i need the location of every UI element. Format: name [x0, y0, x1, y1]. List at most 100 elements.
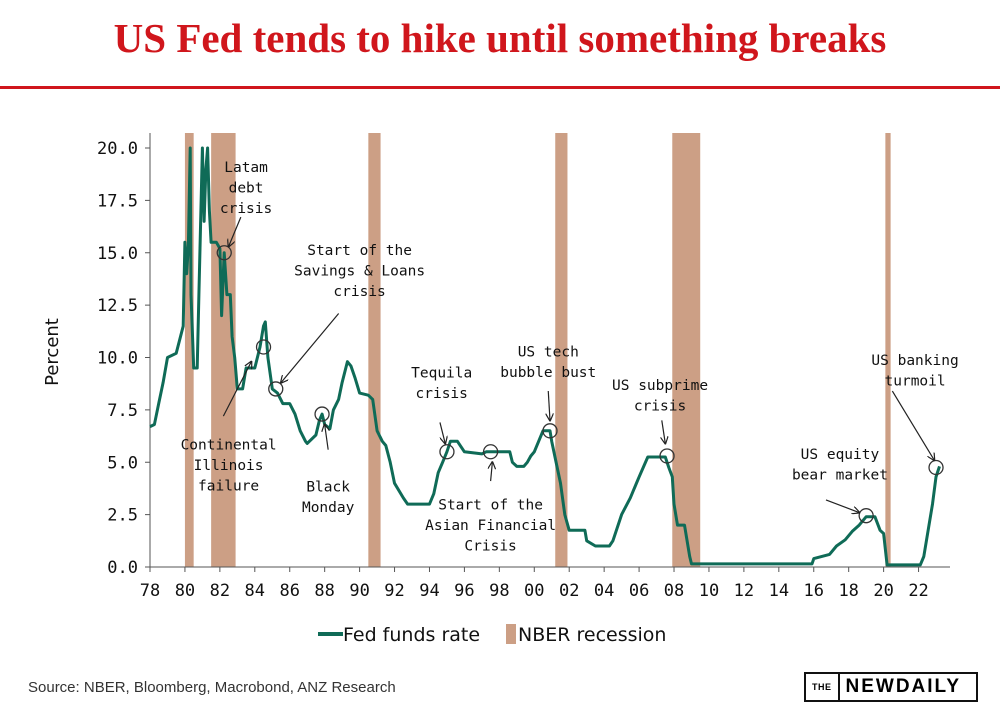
annotation-line: Continental [181, 438, 277, 454]
y-axis-label: Percent [42, 318, 63, 386]
chart-title: US Fed tends to hike until something bre… [113, 15, 887, 61]
x-tick-label: 08 [664, 581, 684, 601]
x-tick-label: 82 [210, 581, 230, 601]
y-tick-label: 12.5 [97, 296, 138, 316]
annotation-arrow [439, 422, 445, 443]
x-tick-label: 22 [908, 581, 928, 601]
annotation-line: crisis [634, 398, 686, 414]
annotation-arrow [281, 313, 340, 383]
annotation-line: bear market [792, 468, 888, 484]
event-marker [928, 459, 944, 476]
event-marker [858, 508, 874, 524]
y-tick-label: 7.5 [107, 401, 138, 421]
x-tick-label: 10 [699, 581, 719, 601]
x-tick-label: 98 [489, 581, 509, 601]
x-tick-label: 02 [559, 581, 579, 601]
annotation-line: Illinois [194, 458, 264, 474]
annotation-line: Black [306, 480, 350, 496]
annotation-arrow [222, 362, 251, 417]
event-marker [314, 406, 330, 422]
x-tick-label: 86 [279, 581, 299, 601]
annotation-label: Black Monday [302, 480, 355, 516]
annotation-label: US subprime crisis [612, 378, 708, 415]
annotation-line: US banking [871, 353, 958, 369]
annotation-line: US equity [801, 447, 880, 463]
x-tick-label: 96 [454, 581, 474, 601]
recession-band [184, 133, 194, 567]
annotation-line: bubble bust [500, 365, 596, 381]
recession-band [672, 133, 701, 567]
annotation-label: US banking turmoil [871, 353, 958, 390]
logo-name: NEWDAILY [845, 676, 962, 697]
newdaily-logo: THE NEWDAILY [804, 672, 978, 702]
logo-separator [837, 672, 840, 702]
x-tick-label: 06 [629, 581, 649, 601]
annotation-line: Asian Financial [425, 518, 556, 534]
annotation-line: Start of the [307, 243, 412, 259]
annotation-line: Tequila [411, 365, 472, 381]
annotation-line: US tech [518, 344, 579, 360]
x-tick-label: 04 [594, 581, 614, 601]
event-marker [255, 339, 272, 355]
title-rule [0, 86, 1000, 89]
x-tick-label: 80 [175, 581, 195, 601]
annotation-line: Crisis [464, 538, 516, 554]
event-marker [659, 448, 675, 464]
fed-funds-rate-line [149, 146, 941, 567]
annotation-line: Monday [302, 500, 355, 516]
annotation-arrow [325, 425, 328, 450]
annotation-label: US tech bubble bust [500, 344, 596, 381]
annotation-line: debt [229, 181, 264, 197]
fed-funds-chart: 0.0 2.5 5.0 7.5 10.0 12.5 15.0 17.5 20.0 78 80 82 84… [42, 133, 959, 646]
logo-the: THE [812, 682, 832, 692]
annotation-label: Latam debt crisis [220, 160, 272, 217]
legend-label-fed-funds: Fed funds rate [343, 624, 480, 646]
source-note: Source: NBER, Bloomberg, Macrobond, ANZ … [28, 679, 396, 696]
x-tick-label: 84 [245, 581, 265, 601]
annotation-label: US equity bear market [792, 447, 888, 484]
y-tick-label: 17.5 [97, 191, 138, 211]
annotation-arrow [825, 499, 859, 513]
annotation-line: US subprime [612, 378, 708, 394]
y-tick-label: 0.0 [107, 558, 138, 578]
event-marker [542, 423, 558, 439]
y-tick-label: 20.0 [97, 139, 138, 159]
annotation-line: crisis [333, 284, 385, 300]
x-tick-label: 16 [804, 581, 824, 601]
annotation-arrow [662, 420, 665, 443]
event-marker [216, 245, 232, 261]
annotation-arrow [891, 390, 934, 460]
annotation-label: Continental Illinois failure [181, 438, 277, 495]
y-tick-label: 2.5 [107, 506, 138, 526]
legend-band-swatch [506, 624, 516, 644]
annotation-arrow [548, 390, 550, 420]
annotation-line: Latam [224, 160, 268, 176]
x-tick-label: 88 [314, 581, 334, 601]
annotation-line: Start of the [438, 497, 543, 513]
x-tick-label: 18 [838, 581, 858, 601]
recession-band [555, 133, 568, 567]
annotation-label: Start of the Asian Financial Crisis [425, 497, 556, 554]
y-tick-label: 10.0 [97, 349, 138, 369]
x-tick-label: 90 [349, 581, 369, 601]
recession-band [368, 133, 381, 567]
x-tick-label: 12 [734, 581, 754, 601]
x-tick-label: 20 [873, 581, 893, 601]
event-marker [268, 381, 284, 397]
y-tick-label: 5.0 [107, 453, 138, 473]
recession-band [211, 133, 236, 567]
annotation-arrow [229, 216, 242, 246]
x-tick-label: 94 [419, 581, 439, 601]
annotation-line: Savings & Loans [294, 263, 425, 279]
x-tick-label: 14 [769, 581, 789, 601]
annotation-line: crisis [416, 386, 468, 402]
x-tick-label: 00 [524, 581, 544, 601]
annotation-label: Start of the Savings & Loans crisis [294, 243, 425, 300]
annotation-line: turmoil [885, 373, 946, 389]
legend-label-recession: NBER recession [518, 624, 666, 646]
event-marker [482, 444, 499, 460]
x-tick-label: 78 [140, 581, 160, 601]
annotation-line: crisis [220, 201, 272, 217]
x-tick-label: 92 [384, 581, 404, 601]
y-tick-label: 15.0 [97, 244, 138, 264]
